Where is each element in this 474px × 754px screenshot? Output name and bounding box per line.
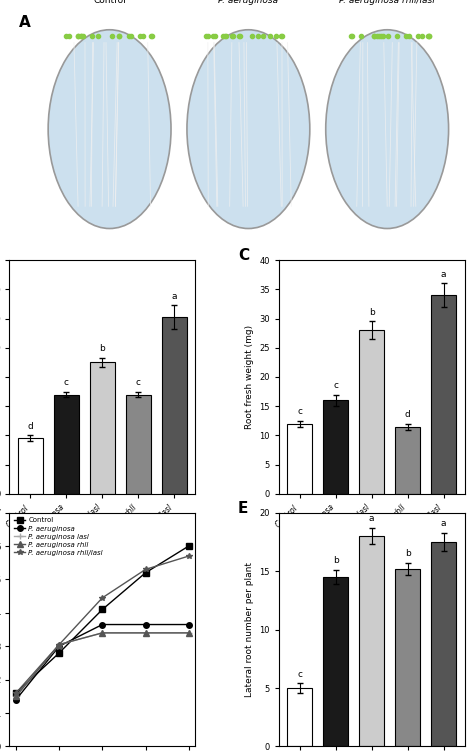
Bar [395, 569, 420, 746]
P. aeruginosa rhll/lasl [56, 640, 62, 649]
P. aeruginosa [100, 620, 105, 629]
P. aeruginosa lasl [56, 640, 62, 649]
Y-axis label: Lateral root number per plant: Lateral root number per plant [245, 562, 254, 697]
Bar [431, 295, 456, 494]
Bar [54, 394, 79, 494]
Text: d: d [27, 421, 33, 431]
Text: c: c [64, 378, 69, 387]
P. aeruginosa lasl [13, 692, 19, 701]
Control [143, 569, 148, 578]
Text: Control: Control [93, 0, 126, 5]
Line: P. aeruginosa rhll/lasl: P. aeruginosa rhll/lasl [13, 553, 191, 696]
P. aeruginosa rhll [56, 640, 62, 649]
Text: P. aeruginosa rhll/lasl: P. aeruginosa rhll/lasl [339, 0, 435, 5]
P. aeruginosa rhll [13, 692, 19, 701]
Bar [287, 688, 312, 746]
Ellipse shape [48, 29, 171, 228]
P. aeruginosa [186, 620, 191, 629]
Line: P. aeruginosa lasl: P. aeruginosa lasl [13, 630, 191, 699]
Text: c: c [297, 670, 302, 679]
Text: C: C [238, 248, 249, 263]
Text: b: b [369, 308, 374, 317]
Ellipse shape [326, 29, 448, 228]
Bar [359, 536, 384, 746]
Control [100, 605, 105, 614]
P. aeruginosa lasl [186, 628, 191, 637]
P. aeruginosa rhll [186, 628, 191, 637]
P. aeruginosa [56, 642, 62, 651]
Text: b: b [405, 549, 410, 558]
Bar [18, 438, 43, 494]
P. aeruginosa rhll [143, 628, 148, 637]
Y-axis label: Root fresh weight (mg): Root fresh weight (mg) [245, 325, 254, 429]
P. aeruginosa rhll [100, 628, 105, 637]
Bar [323, 400, 348, 494]
Text: b: b [100, 345, 105, 354]
Control [186, 541, 191, 550]
Bar [431, 542, 456, 746]
P. aeruginosa rhll/lasl [13, 688, 19, 697]
Ellipse shape [187, 29, 310, 228]
P. aeruginosa rhll/lasl [186, 551, 191, 560]
P. aeruginosa lasl [143, 628, 148, 637]
Text: a: a [441, 270, 446, 279]
Text: d: d [405, 410, 410, 419]
Line: P. aeruginosa rhll: P. aeruginosa rhll [13, 630, 191, 699]
P. aeruginosa rhll/lasl [143, 565, 148, 574]
Bar [359, 330, 384, 494]
Text: a: a [172, 292, 177, 301]
Bar [323, 577, 348, 746]
Text: P. aeruginosa: P. aeruginosa [219, 0, 278, 5]
Line: Control: Control [13, 543, 191, 696]
Legend: Control, P. aeruginosa, P. aeruginosa lasl, P. aeruginosa rhll, P. aeruginosa rh: Control, P. aeruginosa, P. aeruginosa la… [13, 516, 104, 557]
Control [13, 688, 19, 697]
P. aeruginosa [143, 620, 148, 629]
Bar [126, 394, 151, 494]
Text: a: a [369, 514, 374, 523]
P. aeruginosa lasl [100, 628, 105, 637]
P. aeruginosa rhll/lasl [100, 593, 105, 602]
Bar [162, 317, 187, 494]
Line: P. aeruginosa: P. aeruginosa [13, 622, 191, 703]
Text: c: c [297, 407, 302, 416]
Text: A: A [18, 14, 30, 29]
P. aeruginosa [13, 695, 19, 704]
Bar [287, 424, 312, 494]
Bar [90, 363, 115, 494]
Text: b: b [333, 556, 338, 566]
Text: c: c [333, 381, 338, 390]
Text: E: E [238, 501, 248, 516]
Bar [395, 427, 420, 494]
Control [56, 648, 62, 657]
Text: a: a [441, 519, 446, 528]
Text: c: c [136, 378, 141, 387]
